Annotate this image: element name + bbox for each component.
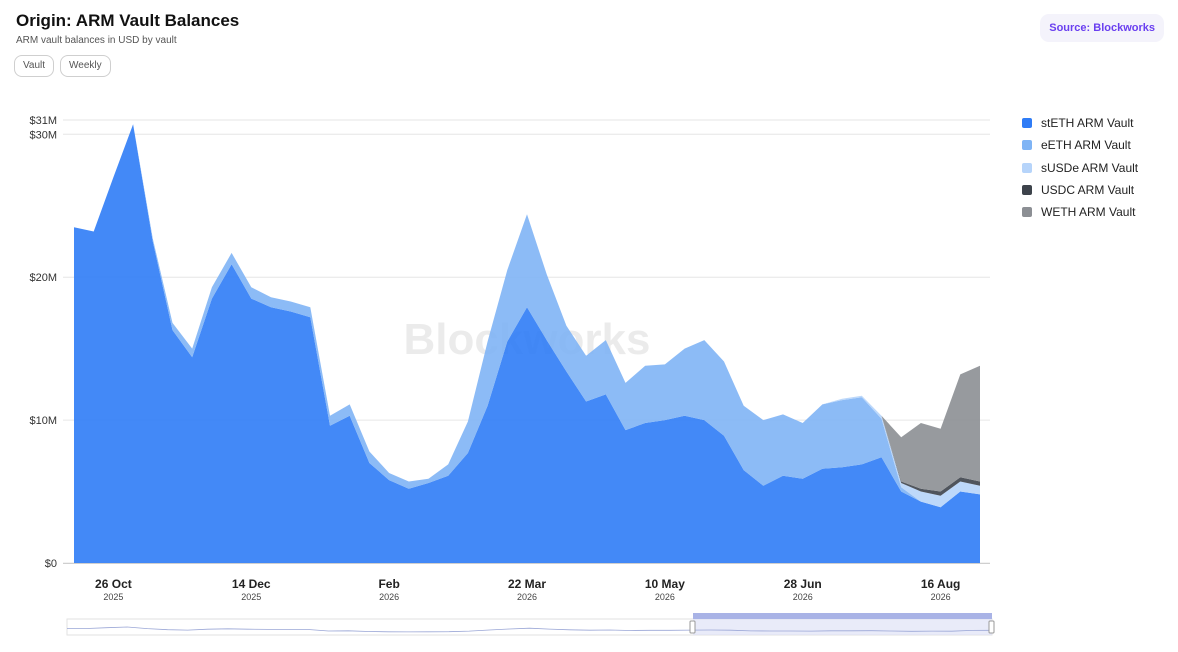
legend-swatch bbox=[1022, 140, 1032, 151]
x-tick-label: Feb bbox=[378, 577, 399, 591]
x-tick-year: 2025 bbox=[241, 592, 261, 602]
x-tick-label: 10 May bbox=[645, 577, 685, 591]
y-tick-label: $10M bbox=[29, 415, 57, 427]
x-tick-year: 2026 bbox=[379, 592, 399, 602]
x-tick-label: 14 Dec bbox=[232, 577, 271, 591]
series-area-steth-arm-vault[interactable] bbox=[74, 124, 980, 564]
x-tick-label: 26 Oct bbox=[95, 577, 132, 591]
x-tick-label: 28 Jun bbox=[784, 577, 822, 591]
y-tick-label: $20M bbox=[29, 272, 57, 284]
chart-subtitle: ARM vault balances in USD by vault bbox=[16, 35, 177, 46]
x-tick-year: 2026 bbox=[517, 592, 537, 602]
legend-item-usdc-arm-vault[interactable]: USDC ARM Vault bbox=[1022, 179, 1138, 201]
legend-swatch bbox=[1022, 207, 1032, 218]
legend-item-steth-arm-vault[interactable]: stETH ARM Vault bbox=[1022, 112, 1138, 134]
legend-item-susde-arm-vault[interactable]: sUSDe ARM Vault bbox=[1022, 157, 1138, 179]
legend-label: stETH ARM Vault bbox=[1041, 116, 1134, 131]
series-area-eeth-arm-vault[interactable] bbox=[74, 124, 980, 508]
interval-chip[interactable]: Weekly bbox=[60, 55, 111, 77]
legend-label: eETH ARM Vault bbox=[1041, 138, 1131, 153]
x-tick-year: 2026 bbox=[655, 592, 675, 602]
chart-title: Origin: ARM Vault Balances bbox=[16, 11, 240, 30]
source-badge[interactable]: Source: Blockworks bbox=[1040, 14, 1164, 42]
x-tick-label: 22 Mar bbox=[508, 577, 546, 591]
legend-swatch bbox=[1022, 162, 1032, 173]
legend-item-eeth-arm-vault[interactable]: eETH ARM Vault bbox=[1022, 134, 1138, 156]
x-tick-year: 2025 bbox=[103, 592, 123, 602]
area-chart: $0$10M$20M$30M$31MBlockworks26 Oct202514… bbox=[29, 115, 995, 636]
x-tick-year: 2026 bbox=[793, 592, 813, 602]
x-tick-label: 16 Aug bbox=[921, 577, 961, 591]
range-selection[interactable] bbox=[693, 619, 992, 635]
legend-item-weth-arm-vault[interactable]: WETH ARM Vault bbox=[1022, 201, 1138, 223]
legend-swatch bbox=[1022, 185, 1032, 196]
legend-label: WETH ARM Vault bbox=[1041, 205, 1136, 220]
y-tick-label: $0 bbox=[45, 558, 57, 570]
range-scrollbar[interactable] bbox=[693, 613, 992, 619]
x-tick-year: 2026 bbox=[931, 592, 951, 602]
vault-filter-chip[interactable]: Vault bbox=[14, 55, 55, 77]
legend-label: sUSDe ARM Vault bbox=[1041, 160, 1139, 175]
legend-label: USDC ARM Vault bbox=[1041, 183, 1135, 198]
y-tick-label: $31M bbox=[29, 115, 57, 127]
range-handle-left[interactable] bbox=[689, 620, 696, 634]
y-tick-label: $30M bbox=[29, 129, 57, 141]
navigator-series-line bbox=[66, 626, 993, 633]
legend-swatch bbox=[1022, 118, 1032, 129]
range-handle-right[interactable] bbox=[988, 620, 995, 634]
chart-legend: stETH ARM Vault eETH ARM Vault sUSDe ARM V… bbox=[1022, 112, 1138, 223]
